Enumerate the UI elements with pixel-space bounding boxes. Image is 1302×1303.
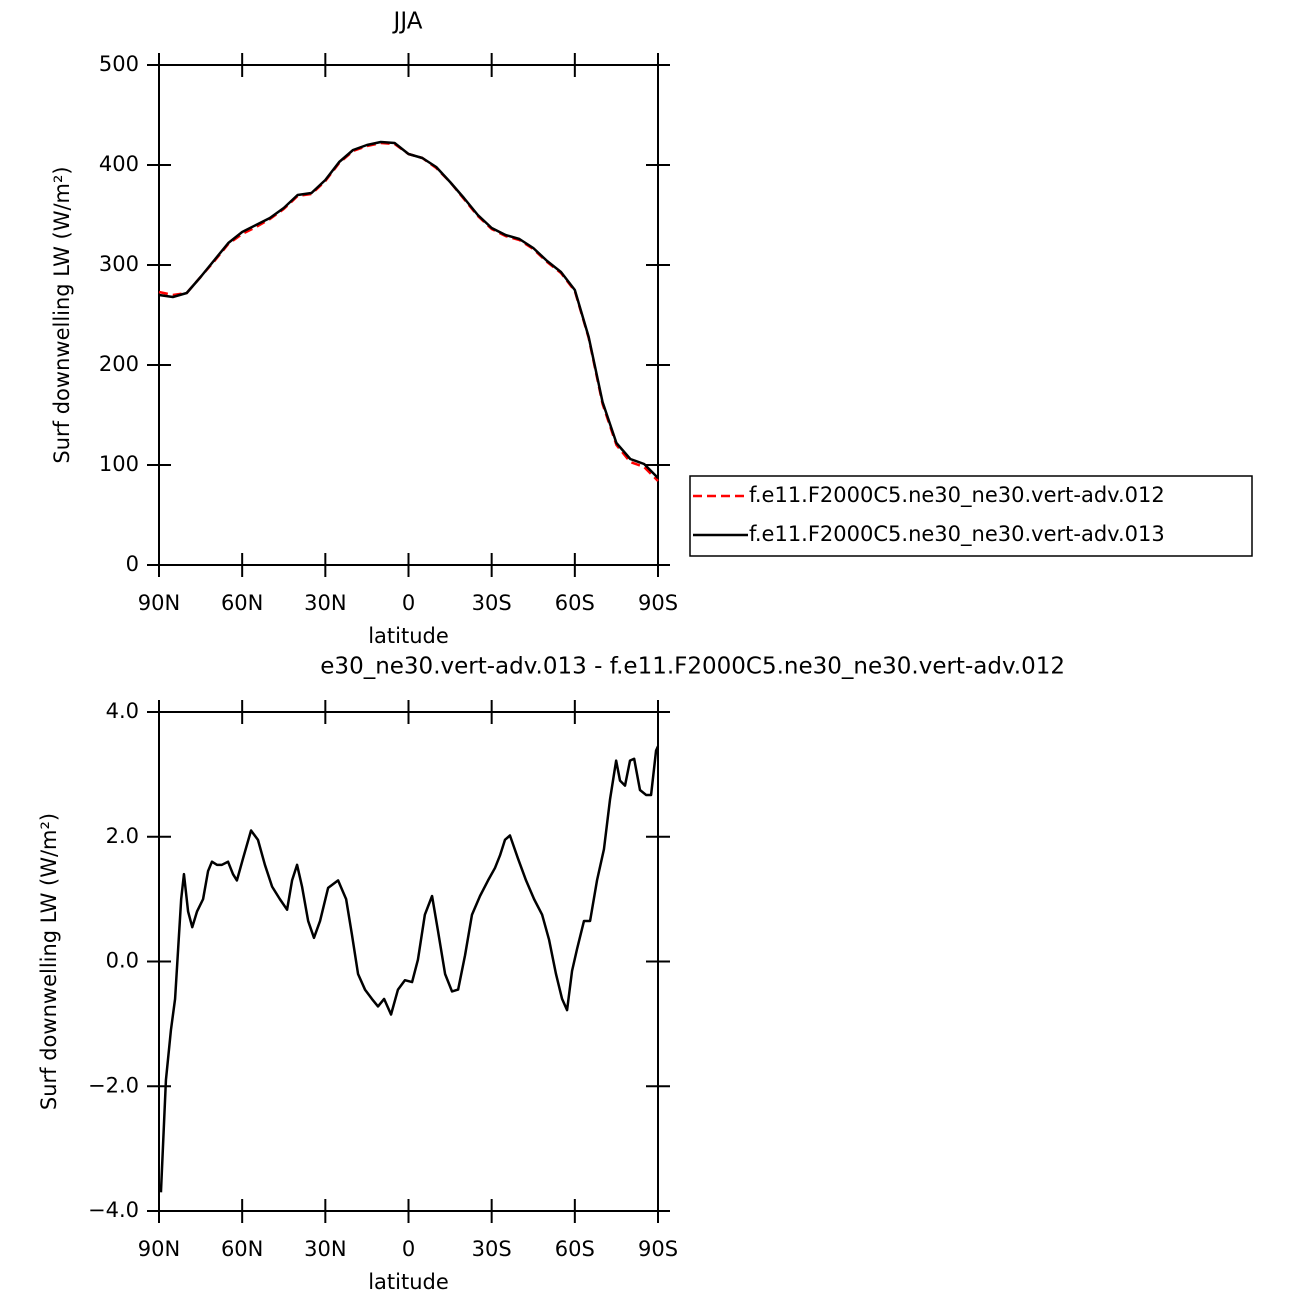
x-tick-label: 90N: [138, 1237, 180, 1261]
y-tick-label: 0: [126, 552, 139, 576]
legend-label: f.e11.F2000C5.ne30_ne30.vert-adv.013: [749, 522, 1165, 547]
x-tick-label: 30N: [304, 1237, 346, 1261]
y-tick-label: 500: [99, 52, 139, 76]
series-line: [158, 140, 659, 479]
y-tick-label: 300: [99, 252, 139, 276]
x-tick-label: 30S: [472, 1237, 512, 1261]
x-tick-label: 60S: [555, 591, 595, 615]
chart-title: e30_ne30.vert-adv.013 - f.e11.F2000C5.ne…: [320, 654, 1065, 680]
x-tick-label: 60N: [221, 591, 263, 615]
x-tick-label: 30N: [304, 591, 346, 615]
x-tick-label: 30S: [472, 591, 512, 615]
plot-frame: [158, 711, 659, 1212]
legend-label: f.e11.F2000C5.ne30_ne30.vert-adv.012: [749, 483, 1165, 508]
y-tick-label: 200: [99, 352, 139, 376]
y-axis-label: Surf downwelling LW (W/m²): [37, 813, 61, 1110]
y-tick-label: −2.0: [88, 1073, 139, 1097]
x-tick-label: 90S: [638, 1237, 678, 1261]
chart-title: JJA: [392, 9, 423, 35]
x-tick-label: 60S: [555, 1237, 595, 1261]
y-tick-label: −4.0: [88, 1198, 139, 1222]
legend-box: [689, 475, 1253, 557]
x-axis-label: latitude: [368, 624, 449, 648]
y-tick-label: 2.0: [106, 824, 139, 848]
series-line: [158, 141, 659, 482]
y-tick-label: 0.0: [106, 949, 139, 973]
x-tick-label: 90N: [138, 591, 180, 615]
x-tick-label: 0: [402, 591, 415, 615]
y-tick-label: 100: [99, 452, 139, 476]
x-axis-label: latitude: [368, 1270, 449, 1294]
y-tick-label: 4.0: [106, 699, 139, 723]
y-axis-label: Surf downwelling LW (W/m²): [50, 166, 74, 463]
y-tick-label: 400: [99, 152, 139, 176]
x-tick-label: 0: [402, 1237, 415, 1261]
series-line: [159, 745, 660, 1193]
x-tick-label: 60N: [221, 1237, 263, 1261]
x-tick-label: 90S: [638, 591, 678, 615]
